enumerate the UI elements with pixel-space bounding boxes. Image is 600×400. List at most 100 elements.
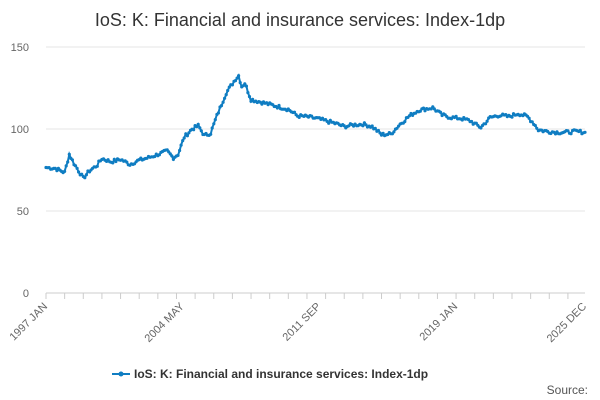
- data-point: [227, 85, 231, 89]
- data-point: [246, 91, 250, 95]
- data-point: [212, 122, 216, 126]
- data-point: [432, 107, 436, 111]
- data-point: [292, 110, 297, 114]
- data-point: [421, 106, 426, 110]
- legend[interactable]: IoS: K: Financial and insurance services…: [112, 367, 428, 381]
- x-tick-label: 2019 JAN: [418, 301, 461, 344]
- x-tick-label: 2011 SEP: [281, 301, 324, 344]
- legend-label: IoS: K: Financial and insurance services…: [134, 367, 428, 381]
- data-point: [63, 169, 67, 173]
- data-point: [260, 102, 264, 106]
- data-point: [199, 129, 203, 133]
- source-label: Source:: [547, 383, 588, 397]
- data-point: [70, 158, 74, 162]
- data-point: [373, 126, 377, 130]
- data-point: [277, 103, 281, 108]
- data-point: [243, 82, 247, 86]
- data-point: [178, 148, 182, 153]
- data-point: [83, 176, 87, 180]
- data-point: [470, 119, 474, 124]
- data-point: [342, 124, 346, 128]
- data-point: [395, 126, 399, 130]
- data-point: [224, 93, 228, 97]
- data-point: [566, 129, 570, 133]
- data-point: [67, 152, 71, 156]
- data-point: [583, 130, 587, 134]
- data-point: [53, 166, 57, 170]
- data-point: [251, 97, 255, 101]
- data-point: [361, 124, 365, 128]
- data-point: [185, 134, 189, 138]
- data-point: [370, 124, 374, 128]
- data-point: [247, 95, 252, 99]
- data-point: [569, 132, 573, 136]
- data-point: [530, 120, 534, 124]
- data-point: [392, 130, 396, 134]
- data-point: [64, 164, 68, 168]
- x-tick-label: 1997 JAN: [7, 301, 50, 344]
- data-point: [327, 121, 331, 125]
- data-point: [210, 126, 214, 130]
- data-point: [73, 164, 78, 168]
- data-point: [219, 104, 224, 108]
- data-point: [181, 139, 185, 143]
- data-point: [216, 111, 220, 115]
- data-point: [223, 96, 227, 100]
- data-point: [418, 109, 422, 113]
- data-point: [179, 143, 183, 147]
- data-point: [196, 122, 200, 126]
- data-point: [176, 153, 180, 157]
- data-point: [297, 115, 301, 119]
- data-point: [80, 172, 84, 176]
- series-points: [44, 74, 587, 180]
- data-point: [111, 161, 115, 165]
- data-point: [77, 170, 81, 174]
- data-point: [376, 128, 380, 133]
- x-tick-label: 2025 DEC: [545, 301, 589, 345]
- chart-title: IoS: K: Financial and insurance services…: [95, 10, 505, 30]
- data-point: [157, 153, 161, 157]
- data-point: [125, 160, 129, 164]
- gridlines: [46, 46, 585, 212]
- data-point: [275, 106, 279, 110]
- data-point: [578, 128, 582, 132]
- data-point: [66, 160, 70, 164]
- data-point: [527, 116, 531, 120]
- data-point: [95, 164, 99, 168]
- data-point: [213, 118, 217, 122]
- data-point: [209, 132, 213, 136]
- data-point: [403, 120, 407, 124]
- data-point: [533, 123, 537, 128]
- data-point: [479, 126, 483, 130]
- data-point: [226, 88, 230, 93]
- y-tick-label: 50: [17, 206, 29, 218]
- y-tick-label: 150: [11, 42, 29, 54]
- data-point: [195, 125, 199, 129]
- data-point: [230, 83, 234, 87]
- data-point: [454, 114, 458, 118]
- data-point: [485, 119, 489, 123]
- y-tick-label: 0: [23, 288, 29, 300]
- data-point: [535, 126, 539, 130]
- data-point: [484, 122, 488, 126]
- data-point: [221, 100, 225, 104]
- data-point: [153, 154, 157, 159]
- data-point: [192, 128, 196, 132]
- x-tick-label: 2004 MAY: [143, 300, 188, 345]
- y-axis-ticks: 0 50 100 150: [11, 42, 29, 300]
- data-point: [198, 126, 202, 130]
- y-tick-label: 100: [11, 124, 29, 136]
- data-point: [237, 74, 241, 78]
- data-point: [170, 154, 174, 158]
- data-point: [244, 84, 248, 88]
- data-point: [438, 110, 443, 114]
- data-point: [75, 166, 79, 170]
- data-point: [238, 81, 242, 85]
- x-axis-ticks: 1997 JAN 2004 MAY 2011 SEP 2019 JAN 2025 DEC: [7, 293, 589, 345]
- legend-dot-marker: [118, 371, 124, 377]
- data-point: [187, 131, 191, 135]
- data-point: [233, 79, 238, 83]
- data-point: [510, 115, 514, 119]
- data-point: [114, 159, 118, 164]
